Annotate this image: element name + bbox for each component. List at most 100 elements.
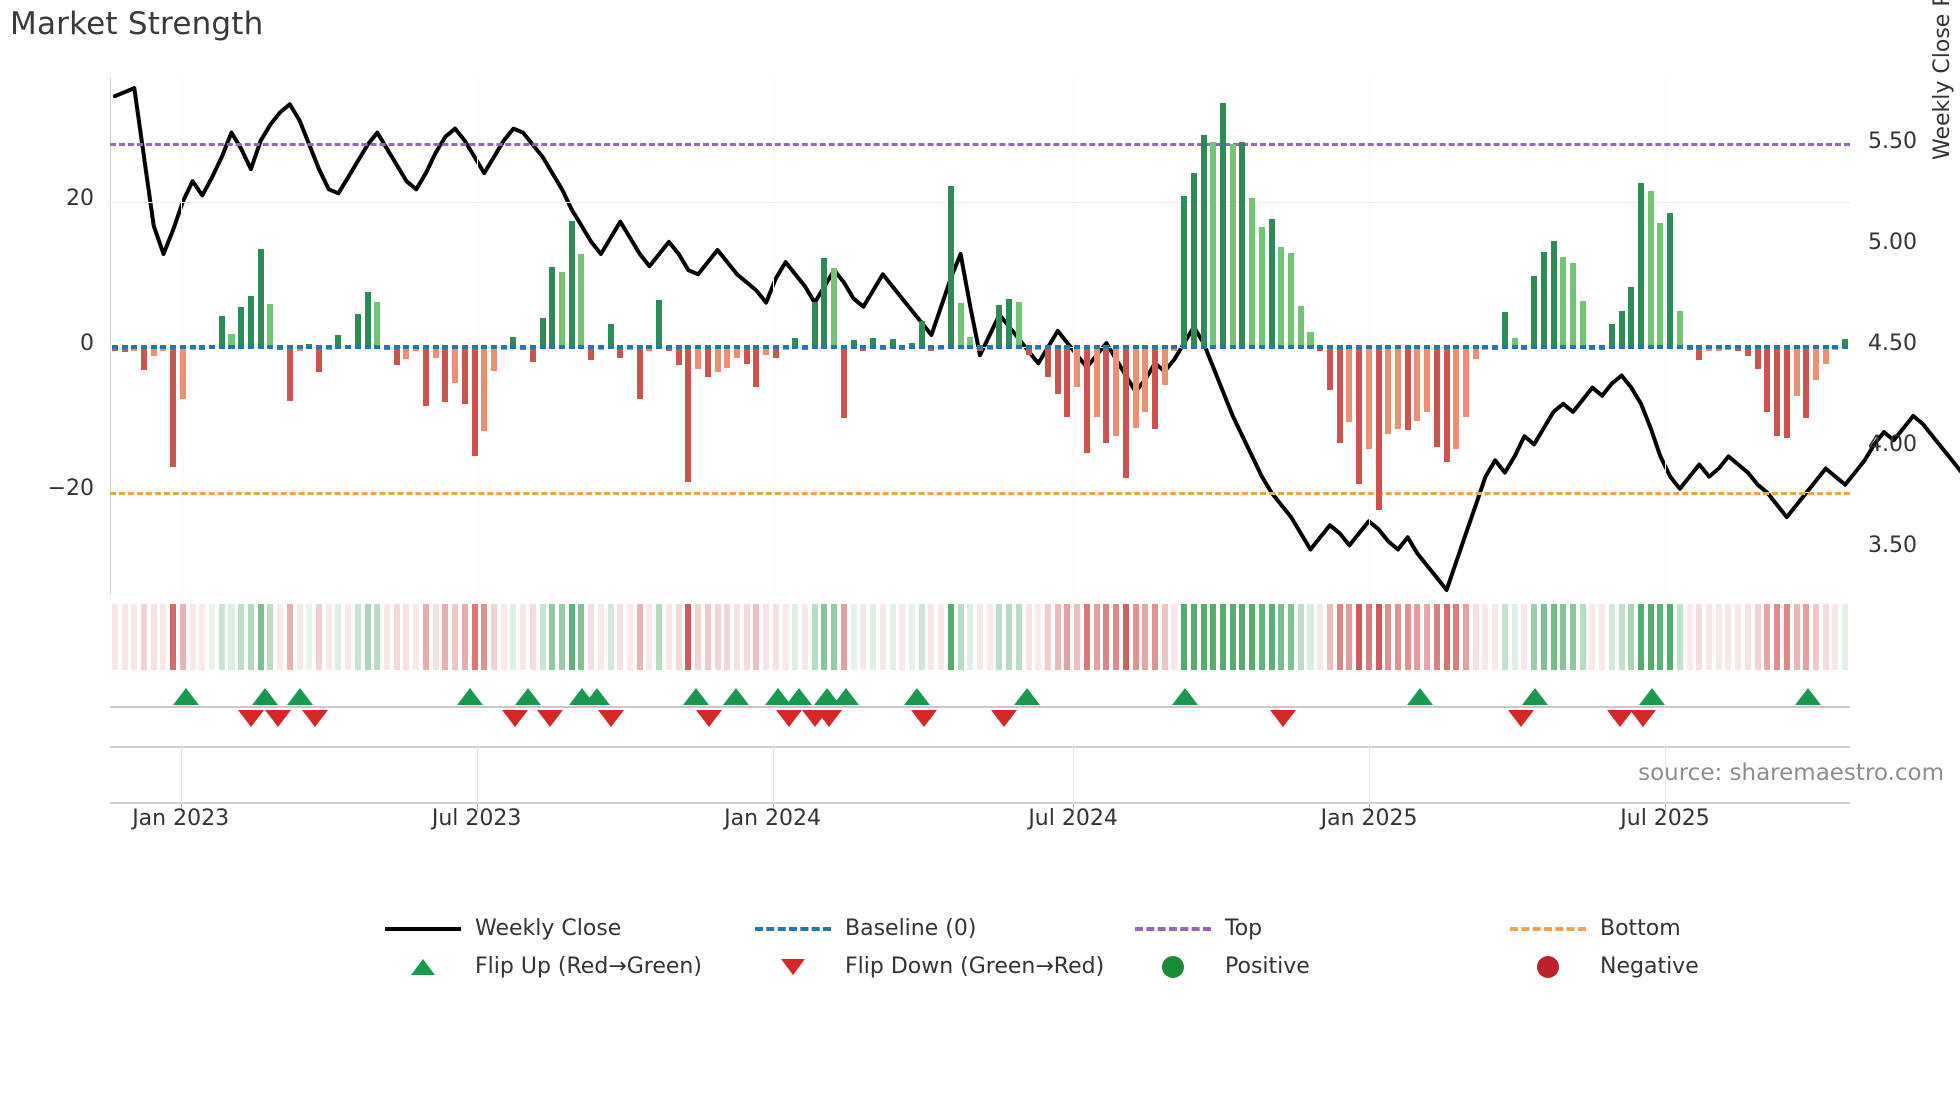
bar [1463,346,1470,417]
x-axis-gridline [772,744,774,806]
heat-strip-cell [1550,604,1557,670]
baseline-segment [510,344,517,349]
bar [743,346,750,364]
heat-strip-cell [529,604,536,670]
bar [733,346,740,358]
baseline-segment [189,344,196,349]
legend-item[interactable]: Baseline (0) [755,918,976,940]
baseline-segment [578,344,585,349]
heat-strip-cell [1676,604,1683,670]
baseline-segment [286,344,293,349]
flip-down-triangle-icon [302,710,329,727]
heat-strip-cell [432,604,439,670]
heat-strip-cell [860,604,867,670]
bar [179,346,186,400]
y-tick-right: 5.50 [1868,128,1917,154]
circle-icon [1537,956,1559,978]
flip-up-triangle-icon [584,688,611,705]
heat-strip-cell [170,604,177,670]
bar [1560,256,1567,347]
baseline-segment [1210,344,1217,349]
legend-item-label: Negative [1600,954,1699,979]
heat-strip-cell [1171,604,1178,670]
bar [568,221,575,347]
legend-item[interactable]: Positive [1135,956,1310,978]
baseline-segment [1647,344,1654,349]
legend-item-label: Top [1225,916,1263,941]
flip-up-triangle-icon [1407,688,1434,705]
bar [996,304,1003,347]
baseline-segment [393,344,400,349]
bar [247,296,254,347]
bar [1414,346,1421,422]
heat-strip-cell [150,604,157,670]
legend-item[interactable]: Flip Up (Red→Green) [385,956,702,978]
bar [1803,346,1810,419]
flip-down-triangle-icon [598,710,625,727]
baseline-segment [121,344,128,349]
y-tick-right: 4.00 [1868,432,1917,458]
heat-strip-cell [1385,604,1392,670]
heat-strip-cell [840,604,847,670]
legend-item[interactable]: Top [1135,918,1262,940]
heat-strip-cell [452,604,459,670]
baseline-segment [1142,344,1149,349]
heat-strip-cell [1511,604,1518,670]
legend-item[interactable]: Negative [1510,956,1699,978]
flip-down-triangle-icon [237,710,264,727]
x-axis-gridline [1665,744,1667,806]
legend-item[interactable]: Flip Down (Green→Red) [755,956,1104,978]
heat-strip-cell [1579,604,1586,670]
bar [510,336,517,347]
heat-strip-cell [1589,604,1596,670]
baseline-segment [364,344,371,349]
bar [607,324,614,347]
bar [403,346,410,359]
legend-item[interactable]: Weekly Close [385,918,621,940]
bar [490,346,497,371]
heat-strip-cell [121,604,128,670]
heat-strip-cell [1093,604,1100,670]
heat-strip-cell [1501,604,1508,670]
flip-up-triangle-icon [833,688,860,705]
heat-strip-cell [1647,604,1654,670]
bar [1540,251,1547,347]
bar [1346,346,1353,422]
baseline-segment [1521,344,1528,349]
baseline-segment [1424,344,1431,349]
heat-strip-cell [714,604,721,670]
heat-strip-cell [1715,604,1722,670]
baseline-segment [928,344,935,349]
heat-strip-cell [1754,604,1761,670]
bar [1113,346,1120,437]
legend-dash-swatch [1510,927,1586,931]
bar [1628,287,1635,347]
heat-strip-cell [189,604,196,670]
heat-strip-cell [889,604,896,670]
baseline-segment [471,344,478,349]
heat-strip-cell [1336,604,1343,670]
baseline-segment [1190,344,1197,349]
flip-down-triangle-icon [1508,710,1535,727]
bar [1132,346,1139,429]
bar [354,314,361,347]
heat-strip-cell [1064,604,1071,670]
baseline-segment [782,344,789,349]
heat-strip-cell [1103,604,1110,670]
bar [374,301,381,347]
baseline-segment [413,344,420,349]
heat-strip-cell [1783,604,1790,670]
heat-strip-cell [957,604,964,670]
bar [1015,301,1022,347]
baseline-segment [1336,344,1343,349]
heat-strip-cell [315,604,322,670]
legend-item-label: Positive [1225,954,1310,979]
baseline-segment [1628,344,1635,349]
x-tick-label: Jul 2024 [1028,806,1118,831]
baseline-segment [1637,344,1644,349]
baseline-segment [1035,344,1042,349]
baseline-segment [870,344,877,349]
heat-strip-cell [996,604,1003,670]
x-gridline [1665,78,1667,594]
legend-item[interactable]: Bottom [1510,918,1681,940]
